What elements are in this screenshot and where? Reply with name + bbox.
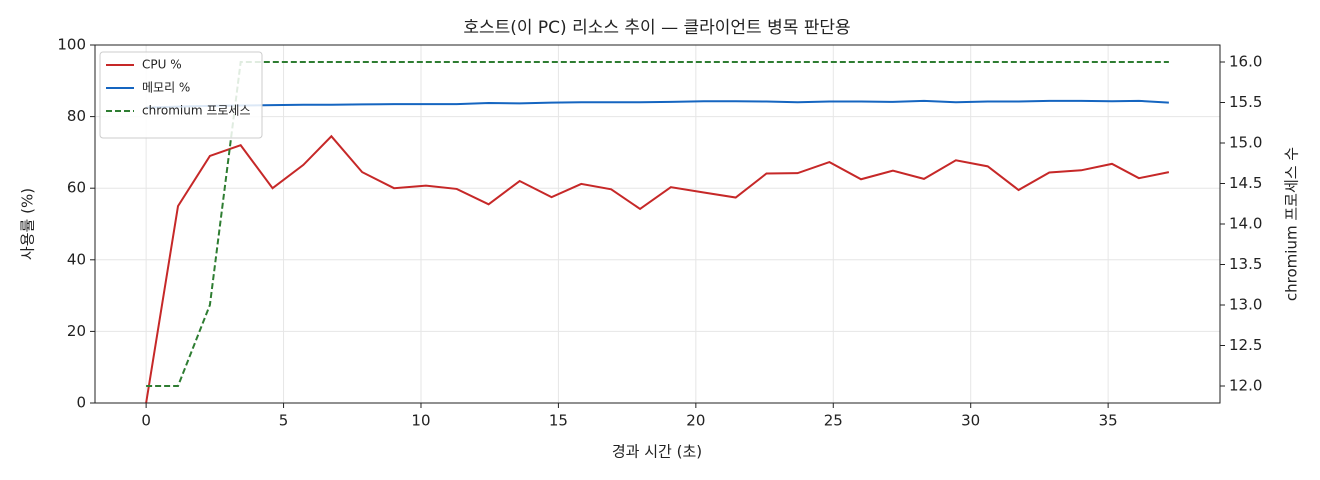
series-line [146,61,1169,387]
y-tick-label: 80 [67,107,86,125]
x-tick-label: 30 [961,412,980,430]
y2-tick-label: 16.0 [1229,53,1262,71]
y-tick-label: 20 [67,322,86,340]
x-tick-label: 10 [411,412,430,430]
y2-tick-label: 15.5 [1229,93,1262,111]
y2-tick-label: 13.5 [1229,255,1262,273]
x-tick-label: 0 [141,412,151,430]
x-tick-label: 20 [686,412,705,430]
legend-label: CPU % [142,58,182,72]
y2-tick-label: 14.5 [1229,174,1262,192]
y2-tick-label: 15.0 [1229,134,1262,152]
y2-axis-label: chromium 프로세스 수 [1283,147,1301,301]
plot-frame [94,44,1221,404]
x-tick-label: 5 [279,412,289,430]
x-axis-label: 경과 시간 (초) [612,443,702,461]
x-tick-label: 25 [824,412,843,430]
series-line [146,99,1169,109]
chart-title: 호스트(이 PC) 리소스 추이 — 클라이언트 병목 판단용 [463,18,850,38]
legend: CPU % 메모리 % chromium 프로세스 [99,51,263,139]
y-tick-label: 60 [67,179,86,197]
x-tick-label: 15 [549,412,568,430]
x-tick-label: 35 [1099,412,1118,430]
y2-tick-label: 14.0 [1229,215,1262,233]
legend-label: 메모리 % [142,81,190,95]
y-axis-label: 사용률 (%) [19,188,37,260]
y-tick-label: 0 [76,394,86,412]
series-line [145,134,1170,404]
y2-tick-label: 13.0 [1229,295,1262,313]
y-tick-label: 40 [67,250,86,268]
legend-label: chromium 프로세스 [142,104,251,118]
y-tick-label: 100 [57,36,86,54]
y2-tick-label: 12.0 [1229,376,1262,394]
y2-tick-label: 12.5 [1229,336,1262,354]
legend-box [99,51,263,139]
